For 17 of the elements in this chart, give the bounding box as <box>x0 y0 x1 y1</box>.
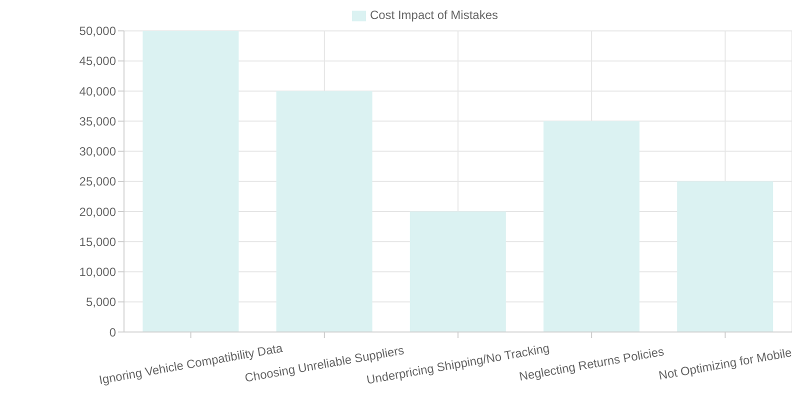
y-tick-label: 5,000 <box>86 295 116 310</box>
y-tick-label: 15,000 <box>79 234 116 249</box>
y-tick-label: 0 <box>109 325 116 340</box>
bar <box>410 212 506 332</box>
y-tick-label: 10,000 <box>79 265 116 280</box>
y-tick-label: 50,000 <box>79 24 116 38</box>
y-tick-label: 45,000 <box>79 54 116 68</box>
y-tick-label: 30,000 <box>79 144 116 159</box>
y-tick-label: 40,000 <box>79 84 116 98</box>
y-tick-label: 25,000 <box>79 174 116 189</box>
y-tick-label: 35,000 <box>79 114 116 128</box>
bar <box>544 121 640 332</box>
bar <box>276 91 372 332</box>
legend-label: Cost Impact of Mistakes <box>370 8 498 22</box>
bar <box>142 30 239 332</box>
bar <box>677 181 774 332</box>
y-tick-label: 20,000 <box>79 204 116 219</box>
